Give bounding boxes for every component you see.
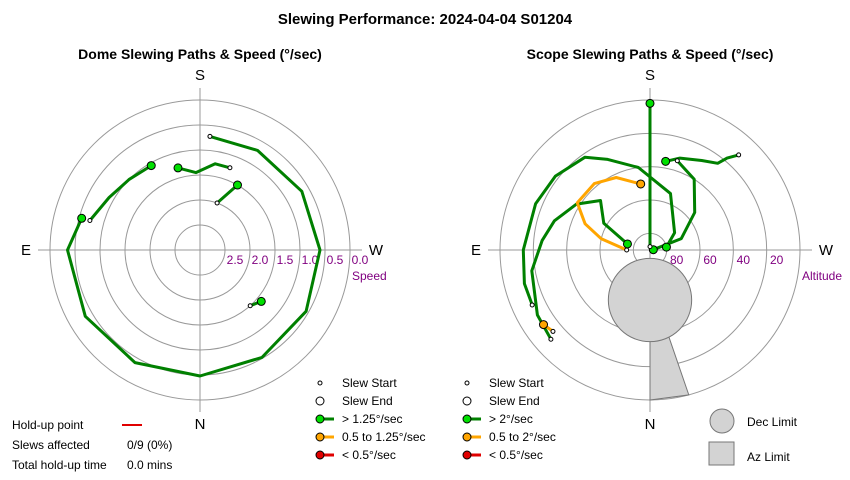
dec-limit-zone bbox=[607, 257, 693, 343]
dome-rings bbox=[38, 88, 362, 412]
scope-radial-label: Altitude bbox=[802, 269, 842, 283]
dome-ring-label-0: 2.5 bbox=[227, 253, 244, 267]
dome-title: Dome Slewing Paths & Speed (°/sec) bbox=[78, 46, 322, 62]
scope-compass-left: E bbox=[471, 242, 481, 259]
dome-ring-label-2: 1.5 bbox=[277, 253, 294, 267]
scope-limits bbox=[607, 257, 693, 401]
scope-slew-end-2 bbox=[661, 156, 671, 166]
slews-affected-value: 0/9 (0%) bbox=[127, 438, 172, 452]
legend-0-slow-symbol bbox=[315, 450, 325, 460]
scope-ring-label-1: 60 bbox=[703, 253, 717, 267]
dome-slew-end-0 bbox=[233, 180, 242, 190]
scope-markers bbox=[529, 98, 742, 342]
dome-compass-right: W bbox=[369, 242, 384, 259]
dome-slew-end-3 bbox=[77, 213, 87, 223]
dome-slew-start-0 bbox=[214, 200, 220, 206]
dome-compass-left: E bbox=[21, 242, 31, 259]
dome-ring-label-3: 1.0 bbox=[302, 253, 319, 267]
scope-slew-start-2 bbox=[736, 152, 742, 158]
dome-path-3 bbox=[66, 134, 322, 378]
scope-compass-bottom: N bbox=[645, 416, 656, 433]
legend-1-label-2: > 2°/sec bbox=[489, 412, 533, 426]
scope-ring-label-2: 40 bbox=[737, 253, 751, 267]
dome-markers bbox=[77, 133, 266, 309]
main-title: Slewing Performance: 2024-04-04 S01204 bbox=[278, 11, 573, 28]
dome-paths bbox=[66, 134, 322, 378]
dome-polar-plot: Dome Slewing Paths & Speed (°/sec) S N E… bbox=[21, 46, 387, 433]
dome-legend: Slew Start Slew End > 1.25°/sec 0.5 to 1.25… bbox=[315, 376, 426, 462]
scope-compass-right: W bbox=[819, 242, 834, 259]
dome-slew-end-4 bbox=[256, 296, 266, 306]
legend-0-end-symbol bbox=[315, 396, 325, 406]
legend-1-label-4: < 0.5°/sec bbox=[489, 448, 543, 462]
legend-1-medium-symbol bbox=[462, 432, 472, 442]
dome-compass-bottom: N bbox=[195, 416, 206, 433]
dome-slew-start-1 bbox=[227, 165, 233, 171]
legend-1-slow-symbol bbox=[462, 450, 472, 460]
legend-0-label-1: Slew End bbox=[342, 394, 393, 408]
scope-polar-plot: Scope Slewing Paths & Speed (°/sec) S N … bbox=[471, 46, 842, 433]
holdup-label: Hold-up point bbox=[12, 418, 84, 432]
scope-slew-end-5 bbox=[636, 179, 646, 189]
dome-ring-labels: 2.5 2.0 1.5 1.0 0.5 0.0 bbox=[227, 253, 369, 267]
legend-1-start-symbol bbox=[464, 380, 470, 386]
holdup-time-value: 0.0 mins bbox=[127, 458, 172, 472]
dome-ring-label-5: 0.0 bbox=[352, 253, 369, 267]
dome-ring-label-4: 0.5 bbox=[327, 253, 344, 267]
dome-slew-start-2 bbox=[87, 217, 93, 223]
dec-limit-legend-symbol bbox=[709, 408, 735, 434]
scope-title: Scope Slewing Paths & Speed (°/sec) bbox=[527, 46, 774, 62]
scope-slew-start-6 bbox=[550, 328, 556, 334]
scope-slew-start-1 bbox=[529, 302, 535, 308]
dome-radial-label: Speed bbox=[352, 269, 387, 283]
scope-slew-start-4 bbox=[674, 158, 680, 164]
legend-0-start-symbol bbox=[317, 380, 323, 386]
legend-1-end-symbol bbox=[462, 396, 472, 406]
legend-1-label-0: Slew Start bbox=[489, 376, 544, 390]
scope-legend: Slew Start Slew End > 2°/sec 0.5 to 2°/sec <… bbox=[462, 376, 556, 462]
dome-slew-end-2 bbox=[146, 161, 156, 171]
dome-slew-end-1 bbox=[173, 163, 183, 173]
scope-path-3 bbox=[530, 199, 629, 341]
dome-path-0 bbox=[215, 183, 239, 205]
dome-ring-label-1: 2.0 bbox=[252, 253, 269, 267]
scope-ring-labels: 80 60 40 20 bbox=[670, 253, 784, 267]
scope-ring-label-0: 80 bbox=[670, 253, 684, 267]
az-limit-legend-label: Az Limit bbox=[747, 450, 790, 464]
scope-ring-label-3: 20 bbox=[770, 253, 784, 267]
limit-legend: Dec Limit Az Limit bbox=[708, 408, 798, 466]
scope-compass-top: S bbox=[645, 67, 655, 84]
slews-affected-label: Slews affected bbox=[12, 438, 90, 452]
scope-path-5 bbox=[575, 176, 643, 252]
dome-path-1 bbox=[176, 162, 232, 175]
legend-0-fast-symbol bbox=[315, 414, 325, 424]
legend-0-label-0: Slew Start bbox=[342, 376, 397, 390]
legend-1-label-3: 0.5 to 2°/sec bbox=[489, 430, 556, 444]
scope-slew-end-0 bbox=[645, 98, 655, 108]
scope-slew-end-3 bbox=[622, 239, 632, 249]
legend-0-label-3: 0.5 to 1.25°/sec bbox=[342, 430, 426, 444]
legend-1-label-1: Slew End bbox=[489, 394, 540, 408]
scope-slew-end-6 bbox=[539, 320, 549, 330]
dec-limit-legend-label: Dec Limit bbox=[747, 415, 798, 429]
scope-slew-start-3 bbox=[548, 336, 554, 342]
scope-slew-start-0 bbox=[647, 244, 653, 250]
holdup-time-label: Total hold-up time bbox=[12, 458, 107, 472]
dome-slew-start-4 bbox=[247, 303, 253, 309]
az-limit-legend-symbol bbox=[708, 441, 735, 466]
legend-1-fast-symbol bbox=[462, 414, 472, 424]
scope-path-4 bbox=[651, 159, 697, 252]
dome-slew-start-3 bbox=[207, 133, 213, 139]
scope-slew-start-5 bbox=[624, 247, 630, 253]
holdup-stats: Hold-up point Slews affected 0/9 (0%) To… bbox=[12, 418, 172, 472]
dome-path-2 bbox=[88, 164, 153, 222]
legend-0-medium-symbol bbox=[315, 432, 325, 442]
legend-0-label-4: < 0.5°/sec bbox=[342, 448, 396, 462]
legend-0-label-2: > 1.25°/sec bbox=[342, 412, 403, 426]
dome-compass-top: S bbox=[195, 67, 205, 84]
scope-path-1 bbox=[521, 155, 677, 307]
scope-slew-end-1 bbox=[661, 242, 671, 252]
